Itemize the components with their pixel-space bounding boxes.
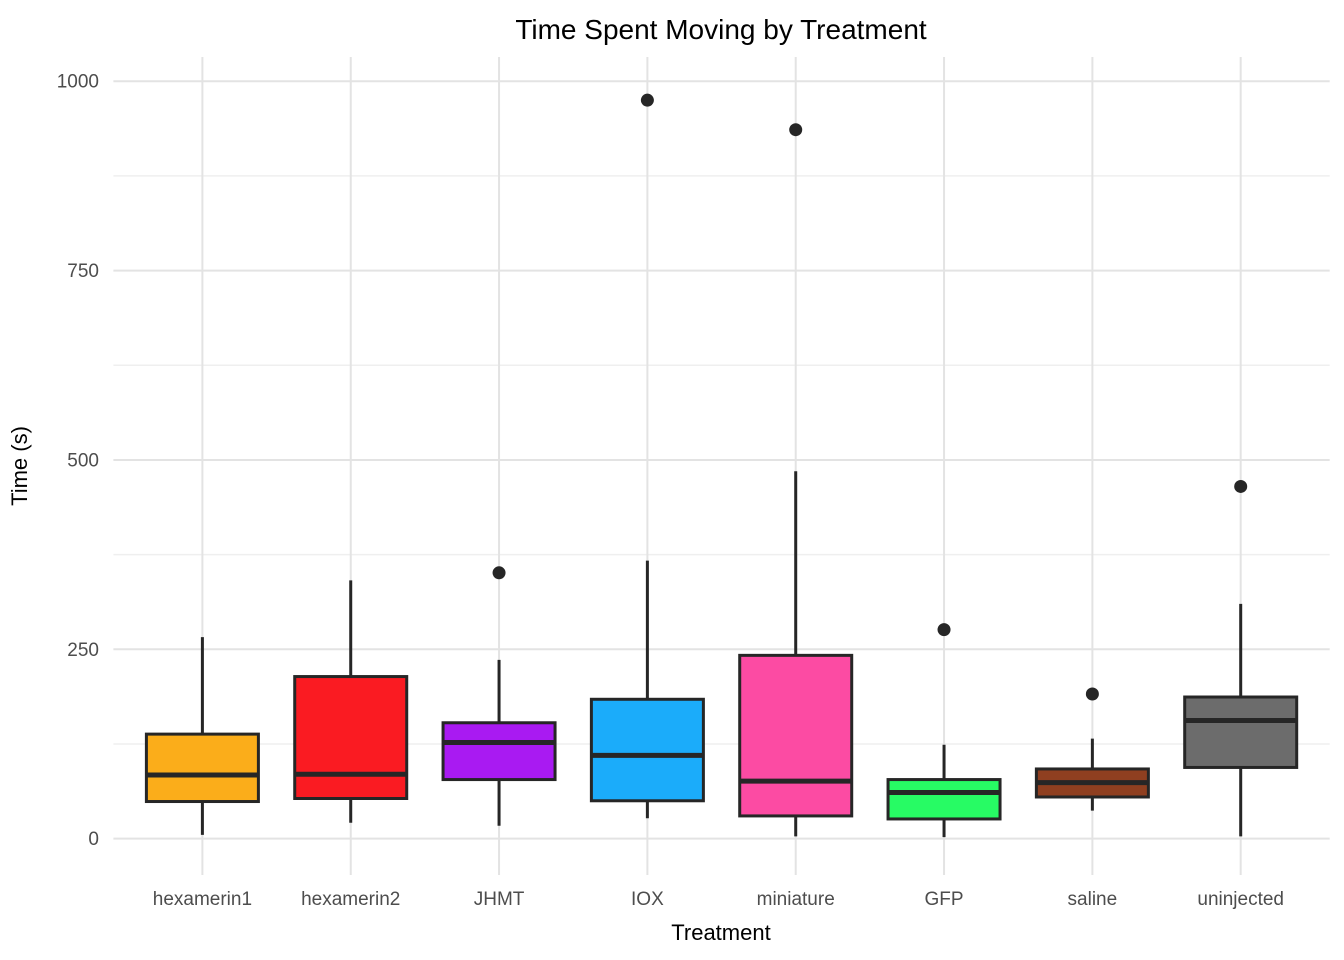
x-tick-label-hexamerin2: hexamerin2 [301, 889, 400, 910]
x-tick-label-IOX: IOX [631, 889, 664, 910]
box-miniature [738, 653, 854, 818]
y-axis-title: Time (s) [7, 426, 32, 506]
box-uninjected [1183, 695, 1299, 769]
box-hexamerin2 [293, 675, 409, 801]
outlier-JHMT [492, 566, 506, 580]
y-tick-label: 750 [67, 261, 99, 282]
x-tick-label-JHMT: JHMT [474, 889, 525, 910]
y-tick-label: 500 [67, 450, 99, 471]
outlier-saline [1085, 687, 1099, 701]
box-hexamerin1 [144, 732, 260, 804]
x-tick-label-GFP: GFP [925, 889, 964, 910]
box-GFP [886, 778, 1002, 821]
y-tick-label: 250 [67, 640, 99, 661]
x-axis-title: Treatment [671, 920, 770, 945]
box-JHMT [441, 721, 557, 782]
outlier-uninjected [1234, 479, 1248, 493]
x-tick-label-uninjected: uninjected [1197, 889, 1284, 910]
y-tick-label: 1000 [57, 72, 99, 93]
x-tick-label-miniature: miniature [757, 889, 835, 910]
x-tick-label-hexamerin1: hexamerin1 [153, 889, 252, 910]
outlier-IOX [640, 93, 654, 107]
x-tick-label-saline: saline [1068, 889, 1118, 910]
plot-content: 0 250 500 750 1000 hexamerin1 hexamerin2 JHMT IO… [57, 57, 1330, 910]
y-tick-label: 0 [88, 829, 99, 850]
outlier-GFP [937, 623, 951, 637]
box-IOX [589, 697, 705, 803]
chart-title: Time Spent Moving by Treatment [515, 14, 927, 45]
outlier-miniature [789, 123, 803, 137]
